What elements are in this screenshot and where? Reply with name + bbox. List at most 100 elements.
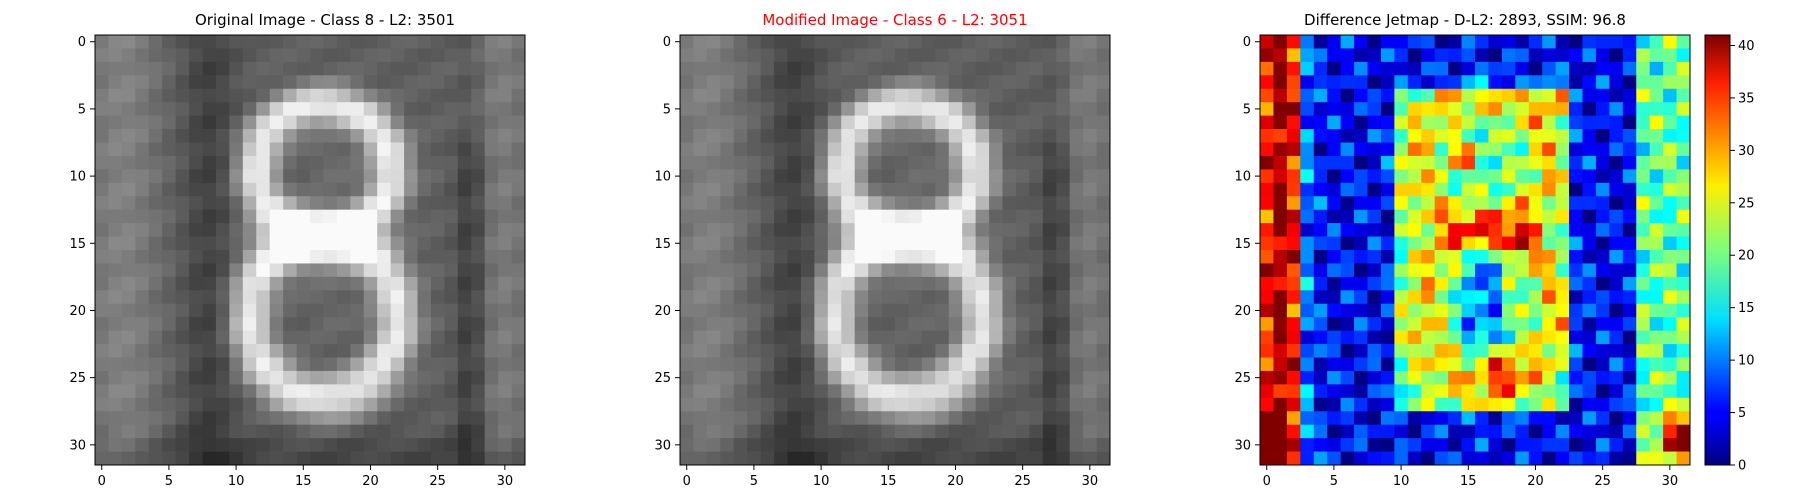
x-tick-label: 30: [1662, 474, 1679, 489]
pixel-cell: [1354, 129, 1368, 143]
pixel-cell: [1394, 223, 1409, 237]
pixel-cell: [95, 102, 109, 116]
pixel-cell: [148, 303, 163, 318]
pixel-cell: [814, 169, 829, 184]
pixel-cell: [881, 169, 896, 184]
pixel-cell: [1569, 75, 1583, 90]
pixel-cell: [296, 61, 311, 76]
pixel-cell: [706, 276, 721, 291]
pixel-cell: [511, 35, 526, 49]
pixel-cell: [484, 102, 499, 116]
pixel-cell: [498, 397, 512, 412]
pixel-cell: [1595, 169, 1610, 184]
pixel-cell: [774, 438, 788, 452]
pixel-cell: [1394, 290, 1409, 305]
pixel-cell: [377, 317, 391, 331]
pixel-cell: [1542, 223, 1556, 237]
pixel-cell: [108, 370, 123, 385]
pixel-cell: [1542, 317, 1556, 331]
pixel-cell: [296, 384, 311, 399]
pixel-cell: [1649, 115, 1664, 130]
pixel-cell: [511, 61, 526, 76]
pixel-cell: [733, 303, 748, 318]
pixel-cell: [484, 209, 499, 224]
pixel-cell: [1448, 263, 1462, 278]
pixel-cell: [1380, 223, 1395, 237]
pixel-cell: [814, 451, 829, 466]
pixel-cell: [296, 303, 311, 318]
x-tick-label: 10: [228, 474, 245, 489]
pixel-cell: [693, 357, 708, 372]
pixel-cell: [498, 330, 512, 345]
pixel-cell: [430, 411, 445, 426]
pixel-cell: [1260, 196, 1274, 211]
pixel-cell: [108, 142, 123, 157]
pixel-cell: [787, 155, 802, 170]
pixel-cell: [511, 397, 526, 412]
pixel-cell: [256, 88, 271, 103]
pixel-cell: [1622, 102, 1637, 116]
colorbar-tick-label: 30: [1738, 144, 1755, 159]
pixel-cell: [1069, 223, 1084, 237]
pixel-cell: [975, 438, 990, 452]
pixel-cell: [1488, 75, 1503, 90]
pixel-cell: [1029, 276, 1044, 291]
pixel-cell: [989, 384, 1003, 399]
pixel-cell: [1448, 75, 1462, 90]
pixel-cell: [256, 182, 271, 197]
pixel-cell: [854, 411, 869, 426]
pixel-cell: [1083, 330, 1097, 345]
pixel-cell: [881, 236, 896, 251]
pixel-cell: [498, 370, 512, 385]
pixel-cell: [1407, 384, 1422, 399]
pixel-cell: [1042, 142, 1057, 157]
pixel-cell: [323, 303, 338, 318]
pixel-cell: [1015, 438, 1030, 452]
pixel-cell: [1528, 411, 1543, 426]
pixel-cell: [1609, 344, 1624, 358]
pixel-cell: [1569, 250, 1583, 264]
pixel-cell: [457, 303, 472, 318]
pixel-cell: [242, 438, 257, 452]
pixel-cell: [706, 169, 721, 184]
pixel-cell: [787, 115, 802, 130]
pixel-cell: [787, 236, 802, 251]
pixel-cell: [948, 61, 963, 76]
pixel-cell: [1461, 142, 1476, 157]
pixel-cell: [1042, 263, 1057, 278]
pixel-cell: [787, 48, 802, 63]
pixel-cell: [430, 290, 445, 305]
pixel-cell: [229, 223, 244, 237]
pixel-cell: [1515, 250, 1530, 264]
pixel-cell: [1649, 209, 1664, 224]
pixel-cell: [720, 142, 735, 157]
pixel-cell: [1354, 196, 1368, 211]
pixel-cell: [390, 344, 405, 358]
pixel-cell: [215, 35, 230, 49]
pixel-cell: [841, 223, 856, 237]
pixel-cell: [881, 384, 896, 399]
pixel-cell: [1015, 102, 1030, 116]
pixel-cell: [1461, 155, 1476, 170]
pixel-cell: [310, 236, 324, 251]
pixel-cell: [498, 384, 512, 399]
pixel-cell: [760, 88, 775, 103]
pixel-cell: [975, 61, 990, 76]
pixel-cell: [377, 35, 391, 49]
pixel-cell: [1380, 155, 1395, 170]
pixel-cell: [881, 290, 896, 305]
pixel-cell: [1096, 397, 1111, 412]
pixel-cell: [498, 182, 512, 197]
pixel-cell: [511, 223, 526, 237]
pixel-cell: [498, 236, 512, 251]
pixel-cell: [1595, 48, 1610, 63]
pixel-cell: [1488, 330, 1503, 345]
pixel-cell: [175, 102, 190, 116]
pixel-cell: [242, 88, 257, 103]
pixel-cell: [162, 209, 176, 224]
pixel-cell: [1394, 35, 1409, 49]
pixel-cell: [310, 209, 324, 224]
pixel-cell: [1015, 317, 1030, 331]
pixel-cell: [1029, 223, 1044, 237]
